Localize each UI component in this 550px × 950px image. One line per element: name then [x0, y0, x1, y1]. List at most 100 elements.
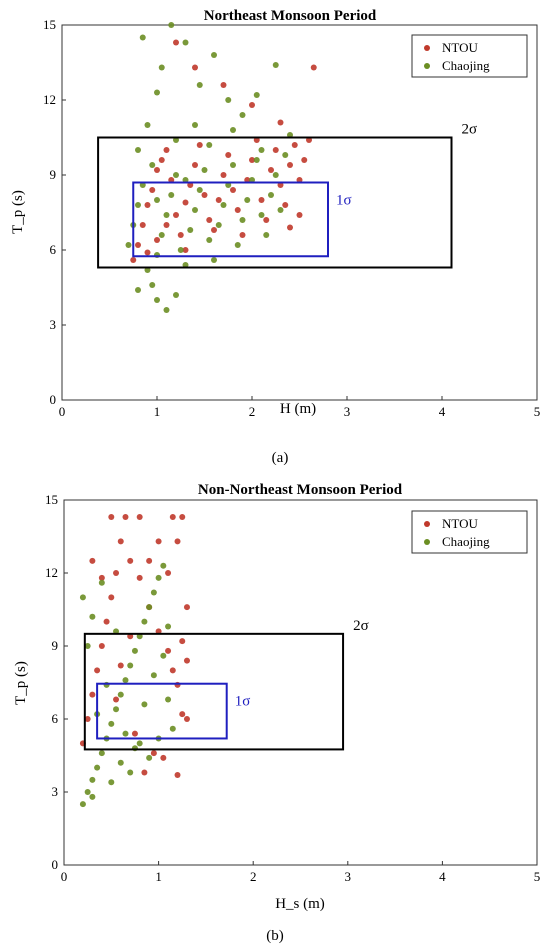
panel-b-ntou-point	[183, 716, 190, 722]
panel-b-ntou-point	[179, 514, 186, 521]
panel-b-ntou-point	[169, 667, 176, 674]
panel-b-chaojing-point	[146, 604, 153, 611]
panel-b: Non-Northeast Monsoon Period 0 1 2 3 4 503691…	[13, 482, 540, 944]
panel-a-ntou-point	[135, 242, 141, 248]
panel-a-ntou-point	[287, 224, 293, 231]
panel-a-ntou-point	[272, 147, 279, 153]
panel-a-chaojing-point	[215, 222, 222, 228]
panel-a-chaojing-point	[177, 247, 184, 253]
panel-a-ntou-point	[282, 202, 289, 208]
panel-a-chaojing-point	[206, 237, 213, 243]
panel-a-chaojing-point	[187, 227, 194, 233]
panel-b-sigma-boxes: 2σ 1σ	[83, 618, 369, 751]
panel-a-legend-ntou-marker	[424, 45, 430, 51]
panel-b-title: Non-Northeast Monsoon Period	[198, 482, 403, 498]
panel-a-ntou-point	[206, 217, 213, 223]
panel-a-ntou-point	[234, 207, 241, 213]
panel-a-chaojing-point	[211, 257, 217, 263]
panel-a-ntou-point	[277, 119, 284, 126]
panel-a-chaojing-point	[258, 147, 265, 153]
panel-a-x-tick-label: 5	[534, 404, 541, 419]
panel-b-ntou-point	[155, 538, 162, 545]
panel-a-y-tick-label: 0	[50, 392, 57, 407]
panel-b-x-tick-label: 5	[534, 869, 541, 884]
panel-a-chaojing-point	[282, 152, 289, 158]
panel-b-ntou-point	[131, 730, 138, 737]
panel-a-chaojing-point	[135, 202, 141, 208]
panel-b-legend-ntou-marker	[424, 521, 430, 527]
panel-a-chaojing-point	[253, 157, 260, 163]
panel-a-chaojing-point	[168, 192, 175, 198]
panel-b-ntou-point	[89, 557, 96, 564]
panel-a-title: Northeast Monsoon Period	[204, 8, 377, 24]
panel-a-ntou-point	[158, 157, 165, 163]
panel-b-ntou-point	[183, 657, 190, 664]
panel-a-ntou-point	[163, 222, 170, 228]
panel-a-legend-box	[411, 34, 528, 78]
panel-a-ntou-point	[154, 237, 160, 243]
panel-a-chaojing-point	[149, 162, 156, 168]
panel-b-x-axis-label: H_s (m)	[275, 896, 325, 912]
panel-a-chaojing-point	[192, 122, 198, 128]
panel-b-chaojing-point	[117, 691, 124, 698]
panel-b-chaojing-point	[113, 706, 120, 713]
panel-a-ntou-point	[144, 202, 151, 208]
panel-b-y-axis-label: T_p (s)	[13, 661, 29, 705]
panel-a-chaojing-point	[272, 62, 279, 68]
panel-a-ntou-point	[211, 227, 217, 233]
panel-b-plot-frame	[63, 499, 538, 866]
panel-b-legend-chaojing: Chaojing	[442, 534, 490, 549]
panel-b-x-tick-label: 3	[345, 869, 352, 884]
panel-b-ntou-point	[98, 574, 105, 581]
panel-a-chaojing-point	[154, 89, 160, 96]
panel-a-caption: (a)	[272, 450, 289, 466]
panel-b-chaojing-point	[108, 720, 115, 727]
panel-a-ntou-point	[182, 199, 189, 206]
panel-a-ntou-point	[196, 142, 203, 148]
panel-b-ntou-point	[108, 514, 115, 521]
panel-b-ntou-point	[165, 570, 172, 576]
panel-a-chaojing-point	[258, 212, 265, 218]
panel-b-ntou-point	[136, 574, 143, 581]
panel-a-ntou-point	[173, 39, 179, 46]
panel-b-ntou-point	[150, 750, 157, 757]
panel-a-one-sigma-label: 1σ	[336, 193, 352, 209]
panel-a-ntou-point	[239, 232, 246, 238]
panel-b-legend-box	[411, 510, 528, 554]
panel-b-chaojing-point	[136, 740, 143, 747]
panel-b-chaojing-point	[169, 725, 176, 732]
panel-a-chaojing-point	[168, 22, 175, 28]
panel-b-chaojing-point	[141, 701, 148, 708]
panel-b-chaojing-point	[98, 579, 105, 586]
panel-a-chaojing-point	[135, 147, 141, 153]
panel-a-chaojing-point	[253, 92, 260, 98]
panel-a-chaojing-point	[272, 172, 279, 178]
panel-a-chaojing-point	[158, 64, 165, 71]
panel-a: Northeast Monsoon Period 0 1 2 3 4 503691215 …	[10, 8, 540, 466]
panel-a-ntou-point	[177, 232, 184, 238]
panel-b-chaojing-point	[117, 759, 124, 766]
panel-b-ntou-point	[179, 711, 186, 718]
panel-b-x-tick-label: 0	[61, 869, 68, 884]
panel-b-chaojing-point	[94, 764, 101, 771]
panel-b-ntou-point	[98, 643, 105, 649]
panel-a-x-axis-label: H (m)	[280, 401, 316, 417]
panel-b-ntou-point	[89, 691, 96, 698]
panel-a-chaojing-point	[125, 242, 132, 248]
panel-a-ntou-point	[130, 257, 137, 263]
panel-b-ntou-point	[113, 696, 120, 703]
panel-a-legend-chaojing-marker	[424, 63, 430, 69]
panel-a-x-tick-label: 4	[439, 404, 446, 419]
panel-b-ntou-point	[169, 514, 176, 521]
panel-b-chaojing-point	[155, 574, 162, 581]
panel-a-ntou-point	[258, 197, 265, 203]
panel-a-ntou-point	[301, 157, 308, 163]
panel-b-ntou-point	[146, 557, 153, 564]
panel-a-y-tick-label: 15	[43, 17, 56, 32]
panel-a-chaojing-point	[154, 297, 160, 303]
panel-a-chaojing-point	[234, 242, 241, 248]
panel-a-chaojing-point	[206, 142, 213, 148]
panel-b-y-tick-label: 15	[45, 492, 58, 507]
panel-b-ntou-point	[141, 769, 148, 776]
